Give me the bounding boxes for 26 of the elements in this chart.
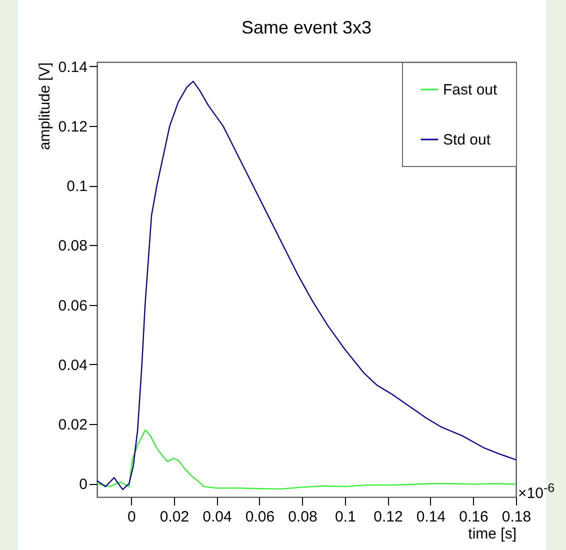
legend-label: Fast out: [443, 82, 498, 98]
x-tick-label: 0.02: [160, 508, 190, 526]
legend-label: Std out: [443, 132, 492, 148]
x-tick-label: 0.16: [459, 508, 488, 526]
x-tick-label: 0.18: [502, 508, 532, 526]
y-tick-label: 0.12: [58, 118, 88, 136]
x-tick-label: 0.06: [245, 508, 275, 526]
y-tick-label: 0.06: [58, 297, 88, 314]
x-tick-label: 0: [128, 508, 136, 526]
y-tick-label: 0.1: [66, 178, 88, 196]
y-tick-label: 0.14: [58, 58, 88, 76]
y-tick-label: 0: [79, 476, 88, 494]
x-tick-label: 0.04: [202, 508, 232, 526]
line-series: [96, 80, 517, 490]
chart-title: Same event 3x3: [241, 17, 372, 38]
x-tick-label: 0.1: [335, 508, 356, 526]
line-series: [96, 429, 517, 490]
y-tick-label: 0.02: [58, 416, 88, 434]
x-tick-label: 0.14: [416, 508, 446, 526]
x-tick-label: 0.08: [288, 508, 318, 526]
y-tick-label: 0.08: [58, 238, 88, 255]
x-axis-title: time [s]: [468, 526, 516, 542]
y-axis-title: amplitude [V]: [36, 62, 54, 150]
x-tick-label: 0.12: [374, 508, 403, 526]
text: ×10$^{-6}$: [518, 481, 555, 502]
y-tick-label: 0.04: [58, 356, 88, 374]
